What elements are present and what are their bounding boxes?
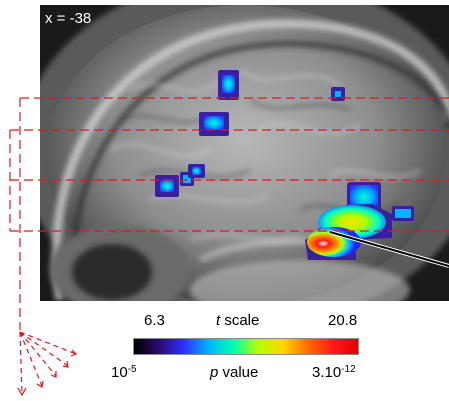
t-scale-min: 6.3 — [144, 312, 165, 329]
activation-cluster-2 — [331, 87, 345, 101]
p-value-min: 10-5 — [111, 364, 137, 381]
p-value-label-italic: p — [210, 364, 219, 381]
p-value-max-base: 3.10 — [312, 364, 342, 381]
p-value-label: p value — [210, 365, 258, 380]
arrow-fan — [19, 331, 77, 395]
p-value-min-exp: -5 — [127, 364, 137, 375]
arrow-heads — [17, 349, 78, 397]
pointer-line — [329, 230, 449, 268]
colorbar — [133, 338, 359, 355]
p-value-label-rest: value — [218, 364, 259, 381]
activation-cluster-1 — [218, 70, 239, 100]
guide-lines — [9, 97, 449, 330]
t-scale-label-rest: scale — [220, 312, 260, 329]
p-value-max-exp: -12 — [341, 364, 356, 375]
t-scale-label-italic: t — [216, 312, 221, 329]
t-scale-max: 20.8 — [328, 312, 358, 329]
mri-slice-image — [40, 5, 449, 301]
t-scale-label: t scale — [216, 313, 259, 328]
slice-coordinate-label: x = -38 — [45, 10, 92, 27]
activation-cluster-3 — [199, 112, 229, 136]
p-value-min-base: 10 — [111, 364, 128, 381]
p-value-max: 3.10-12 — [312, 364, 356, 381]
